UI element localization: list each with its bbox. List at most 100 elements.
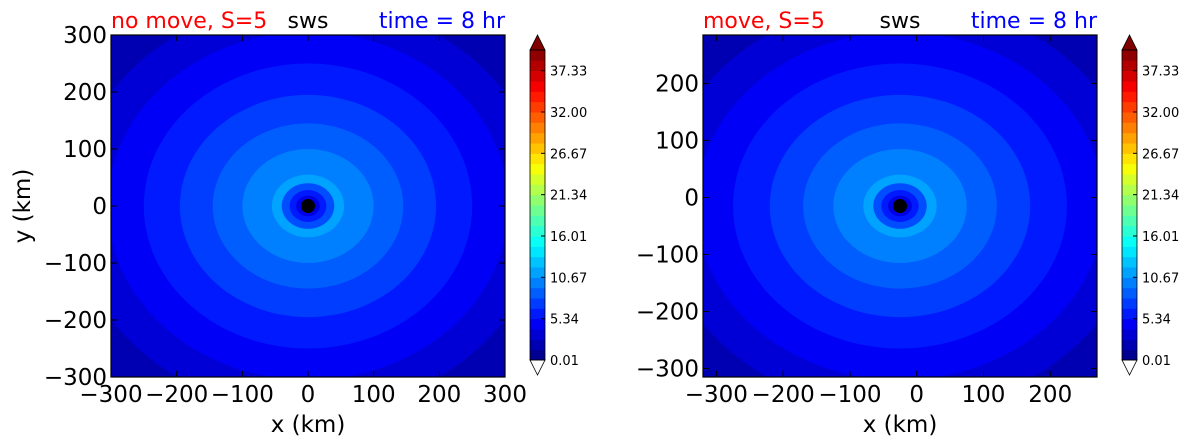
y-tick-label: −200 <box>636 299 699 325</box>
x-tick-label: 200 <box>1028 382 1072 408</box>
colorbar-level <box>1122 215 1137 227</box>
y-ticks: 200 100 0 −100 −200 −300 <box>636 71 1097 382</box>
colorbar-level <box>530 132 545 144</box>
colorbar-frame <box>529 49 546 361</box>
panel-no-move: no move, S=5 sws time = 8 hr x (km) y (k… <box>10 9 587 438</box>
colorbar-tick-label: 16.01 <box>1142 230 1179 245</box>
colorbar-tick-label: 16.01 <box>550 230 587 245</box>
x-tick-label: −300 <box>685 382 748 408</box>
colorbar-level <box>530 194 545 206</box>
colorbar-tick-label: 5.34 <box>550 313 579 328</box>
colorbar-tick-label: 5.34 <box>1142 313 1171 328</box>
colorbar-level <box>530 50 545 61</box>
colorbar: 37.33 32.00 26.67 21.34 16.01 10.67 5.34 0.01 <box>1121 34 1179 376</box>
colorbar-tick-label: 37.33 <box>550 65 587 80</box>
colorbar-tick-label: 21.34 <box>550 189 587 204</box>
colorbar-tick-label: 37.33 <box>1142 65 1179 80</box>
colorbar-level <box>1122 246 1137 258</box>
x-tick-label: 200 <box>417 382 461 408</box>
colorbar-tick-label: 0.01 <box>1142 354 1171 369</box>
colorbar-level <box>530 174 545 185</box>
colorbar-level <box>1122 194 1137 206</box>
colorbar-level <box>530 256 545 268</box>
x-tick-label: 300 <box>483 382 527 408</box>
colorbar-level <box>1122 60 1137 72</box>
title-right: time = 8 hr <box>379 9 506 34</box>
title-center: sws <box>880 9 921 34</box>
colorbar-level <box>530 101 545 113</box>
colorbar-level <box>530 339 545 351</box>
y-tick-label: 200 <box>63 80 107 106</box>
colorbar-tick-label: 32.00 <box>1142 106 1179 121</box>
colorbar-level <box>1122 298 1137 309</box>
colorbar-level <box>1122 122 1137 134</box>
y-tick-label: 0 <box>684 185 699 211</box>
colorbar-level <box>1122 318 1137 330</box>
x-ticks: −300 −200 −100 0 100 200 300 <box>79 35 527 408</box>
x-tick-label: −200 <box>752 382 815 408</box>
y-tick-label: −300 <box>44 365 107 391</box>
colorbar-level <box>530 246 545 258</box>
title-left: no move, S=5 <box>111 9 267 34</box>
x-tick-label: −100 <box>211 382 274 408</box>
colorbar-level <box>1122 205 1137 216</box>
colorbar-level <box>1122 112 1137 123</box>
y-tick-label: −200 <box>44 308 107 334</box>
title-left: move, S=5 <box>703 9 825 34</box>
colorbar-level <box>1122 308 1137 320</box>
colorbar-level <box>530 225 545 237</box>
x-tick-label: 0 <box>301 382 316 408</box>
colorbar-tick-label: 21.34 <box>1142 189 1179 204</box>
colorbar-extend-max <box>529 34 546 51</box>
storm-center <box>301 199 315 213</box>
colorbar-tick-label: 26.67 <box>550 147 587 162</box>
colorbar-level <box>1122 81 1137 92</box>
colorbar-level <box>1122 174 1137 185</box>
title-right: time = 8 hr <box>971 9 1098 34</box>
colorbar: 37.33 32.00 26.67 21.34 16.01 10.67 5.34 0.01 <box>529 34 587 376</box>
x-tick-label: −300 <box>79 382 142 408</box>
x-tick-label: −200 <box>145 382 208 408</box>
y-tick-label: 100 <box>655 128 699 154</box>
y-tick-label: 200 <box>655 71 699 97</box>
colorbar-level <box>1122 70 1137 82</box>
colorbar-level <box>530 329 545 340</box>
x-tick-label: 100 <box>352 382 396 408</box>
x-ticks: −300 −200 −100 0 100 200 <box>685 35 1072 408</box>
colorbar-frame <box>1121 49 1138 361</box>
colorbar-extend-max <box>1121 34 1138 51</box>
y-tick-label: 300 <box>63 23 107 49</box>
y-tick-label: 0 <box>92 194 107 220</box>
colorbar-level <box>530 318 545 330</box>
colorbar-level <box>1122 50 1137 61</box>
colorbar-extend-min <box>1121 359 1138 376</box>
colorbar-level <box>1122 349 1137 361</box>
colorbar-tick-label: 26.67 <box>1142 147 1179 162</box>
colorbar-level <box>1122 339 1137 351</box>
x-tick-label: 0 <box>909 382 924 408</box>
colorbar-level <box>530 267 545 278</box>
colorbar-level <box>530 287 545 299</box>
colorbar-extend-min <box>529 359 546 376</box>
colorbar-level <box>530 122 545 134</box>
colorbar-level <box>1122 287 1137 299</box>
y-tick-label: −300 <box>636 356 699 382</box>
colorbar-level <box>1122 236 1137 247</box>
colorbar-level <box>530 349 545 361</box>
colorbar-level <box>530 205 545 216</box>
y-tick-label: −100 <box>44 251 107 277</box>
colorbar-level <box>530 143 545 154</box>
colorbar-level <box>1122 184 1137 196</box>
colorbar-level <box>530 81 545 92</box>
colorbar-tick-label: 32.00 <box>550 106 587 121</box>
colorbar-level <box>530 308 545 320</box>
colorbar-level <box>530 215 545 227</box>
colorbar-level <box>530 153 545 165</box>
colorbar-level <box>530 277 545 289</box>
contour-plot <box>110 34 506 378</box>
colorbar-level <box>530 236 545 247</box>
colorbar-tick-label: 10.67 <box>1142 271 1179 286</box>
colorbar-level <box>1122 277 1137 289</box>
colorbar-level <box>1122 329 1137 340</box>
